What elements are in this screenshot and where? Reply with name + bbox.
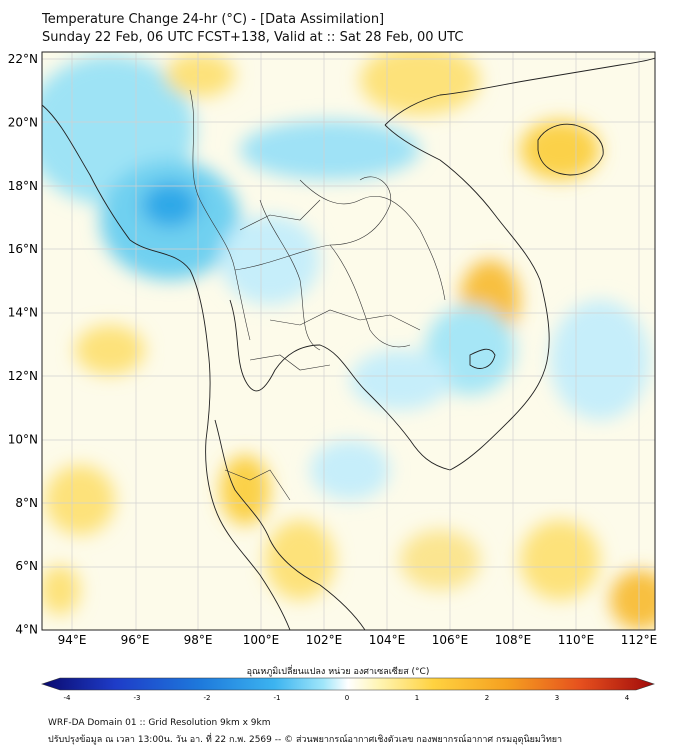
colorbar-tick-label: -1 xyxy=(274,694,281,702)
lat-label: 10°N xyxy=(8,432,38,446)
map-title: Temperature Change 24-hr (°C) - [Data As… xyxy=(42,12,385,27)
lat-label: 4°N xyxy=(15,623,38,637)
colorbar-tick-label: -2 xyxy=(204,694,211,702)
colorbar-tick-label: -4 xyxy=(64,694,72,702)
longitude-labels: 94°E 96°E 98°E 100°E 102°E 104°E 106°E 108°E 110… xyxy=(58,633,658,647)
colorbar-tick-label: 2 xyxy=(485,694,489,702)
admin-borders xyxy=(189,89,446,501)
lon-label: 96°E xyxy=(121,633,150,647)
lat-label: 18°N xyxy=(8,179,38,193)
lon-label: 102°E xyxy=(306,633,343,647)
colorbar-tick-label: 4 xyxy=(625,694,630,702)
temperature-field xyxy=(42,52,655,630)
lat-label: 20°N xyxy=(8,115,38,129)
lon-label: 100°E xyxy=(243,633,280,647)
graticule xyxy=(42,52,655,630)
lon-label: 106°E xyxy=(432,633,469,647)
lon-label: 104°E xyxy=(369,633,406,647)
lon-label: 94°E xyxy=(58,633,87,647)
lat-label: 12°N xyxy=(8,369,38,383)
coastlines xyxy=(42,57,655,630)
footer-credit: ปรับปรุงข้อมูล ณ เวลา 13:00น. วัน อา. ที… xyxy=(48,735,563,745)
lat-label: 16°N xyxy=(8,242,38,256)
latitude-labels: 22°N 20°N 18°N 16°N 14°N 12°N 10°N 8°N 6°N 4°N xyxy=(8,52,38,637)
colorbar-title: อุณหภูมิเปลี่ยนแปลง หน่วย องศาเซลเซียส (… xyxy=(246,667,430,677)
lat-label: 22°N xyxy=(8,52,38,66)
footer-model-info: WRF-DA Domain 01 :: Grid Resolution 9km … xyxy=(48,718,271,728)
colorbar: -4 -3 -2 -1 0 1 2 3 4 xyxy=(41,677,655,702)
lat-label: 8°N xyxy=(15,496,38,510)
colorbar-bar xyxy=(41,677,655,691)
lat-label: 14°N xyxy=(8,306,38,320)
map-frame xyxy=(41,51,656,631)
colorbar-tick-label: 1 xyxy=(415,694,419,702)
lon-label: 112°E xyxy=(621,633,658,647)
lat-label: 6°N xyxy=(15,559,38,573)
colorbar-tick-label: 0 xyxy=(345,694,349,702)
map-subtitle: Sunday 22 Feb, 06 UTC FCST+138, Valid at… xyxy=(42,30,464,45)
lon-label: 108°E xyxy=(495,633,532,647)
lon-label: 110°E xyxy=(558,633,595,647)
colorbar-ticks: -4 -3 -2 -1 0 1 2 3 4 xyxy=(64,694,630,702)
colorbar-tick-label: 3 xyxy=(555,694,559,702)
lon-label: 98°E xyxy=(184,633,213,647)
colorbar-tick-label: -3 xyxy=(134,694,141,702)
